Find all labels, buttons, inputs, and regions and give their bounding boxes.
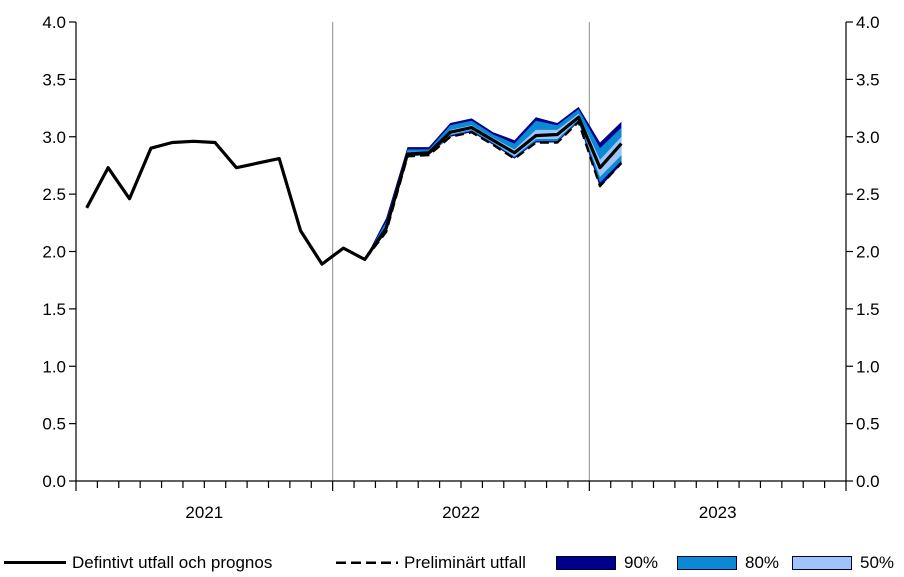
tick-labels: 0.0 0.0 0.5 0.5 1.0 1.0 1.5 1.5 2.0 2.0 2.5 2.5 3.0 3…: [42, 13, 879, 522]
y-tick-label-right: 1.0: [856, 357, 880, 376]
y-tick-label-left: 1.0: [42, 357, 66, 376]
legend-swatch-50: [792, 555, 852, 570]
y-tick-label-right: 2.5: [856, 185, 880, 204]
legend-dashed-line-sample: [336, 561, 398, 564]
y-tick-label-right: 1.5: [856, 300, 880, 319]
series-lines: [85, 115, 623, 266]
y-tick-label-right: 0.0: [856, 472, 880, 491]
y-tick-label-left: 2.0: [42, 243, 66, 262]
axes: [69, 21, 853, 491]
y-tick-label-right: 2.0: [856, 243, 880, 262]
legend-swatch-80: [677, 555, 737, 570]
series-line-preliminary: [363, 120, 623, 261]
y-tick-label-left: 4.0: [42, 13, 66, 32]
y-tick-label-left: 3.0: [42, 128, 66, 147]
x-year-label: 2022: [442, 503, 480, 522]
series-line-definitive: [85, 115, 623, 266]
legend-item-band-90: 90%: [556, 548, 658, 577]
legend-item-definitive: Defintivt utfall och prognos: [4, 548, 272, 577]
legend-item-band-80: 80%: [677, 548, 779, 577]
x-year-label: 2021: [185, 503, 223, 522]
y-tick-label-right: 4.0: [856, 13, 880, 32]
legend-label-50: 50%: [860, 552, 895, 572]
legend-label-80: 80%: [745, 552, 780, 572]
legend-label-preliminary: Preliminärt utfall: [404, 552, 526, 572]
y-tick-label-left: 0.5: [42, 415, 66, 434]
legend: Defintivt utfall och prognos Preliminärt…: [0, 548, 904, 577]
x-year-label: 2023: [699, 503, 737, 522]
legend-solid-line-sample: [4, 561, 66, 564]
legend-swatch-90: [556, 555, 616, 570]
y-tick-label-right: 0.5: [856, 415, 880, 434]
legend-label-90: 90%: [624, 552, 659, 572]
y-tick-label-left: 1.5: [42, 300, 66, 319]
y-tick-label-left: 0.0: [42, 472, 66, 491]
chart: 0.0 0.0 0.5 0.5 1.0 1.0 1.5 1.5 2.0 2.0 2.5 2.5 3.0 3…: [42, 13, 879, 522]
legend-item-preliminary: Preliminärt utfall: [336, 548, 526, 577]
y-tick-label-left: 3.5: [42, 70, 66, 89]
y-tick-label-right: 3.0: [856, 128, 880, 147]
legend-item-band-50: 50%: [792, 548, 894, 577]
y-tick-label-left: 2.5: [42, 185, 66, 204]
legend-label-definitive: Defintivt utfall och prognos: [72, 552, 273, 572]
y-tick-label-right: 3.5: [856, 70, 880, 89]
year-divider-lines: [332, 22, 590, 481]
